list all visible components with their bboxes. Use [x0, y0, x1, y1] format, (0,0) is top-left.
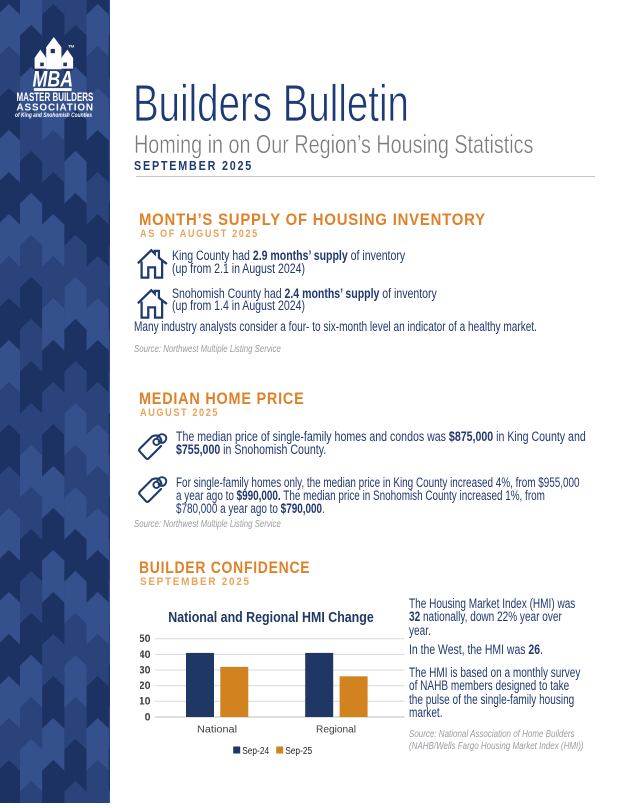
svg-text:Sep-24: Sep-24	[242, 746, 269, 757]
svg-text:30: 30	[140, 664, 151, 676]
svg-text:MBA: MBA	[33, 66, 74, 91]
svg-text:ASSOCIATION: ASSOCIATION	[17, 103, 94, 114]
svg-text:10: 10	[140, 696, 151, 708]
svg-text:50: 50	[140, 633, 151, 645]
svg-text:National: National	[197, 724, 237, 735]
svg-text:40: 40	[140, 649, 151, 661]
svg-text:0: 0	[145, 711, 151, 723]
svg-text:Regional: Regional	[316, 724, 356, 735]
svg-text:National and Regional HMI Chan: National and Regional HMI Change	[168, 610, 374, 626]
svg-text:20: 20	[140, 680, 151, 692]
svg-text:MASTER BUILDERS: MASTER BUILDERS	[17, 90, 94, 104]
svg-text:™: ™	[68, 45, 75, 52]
svg-text:Sep-25: Sep-25	[285, 746, 312, 757]
svg-text:of King and Snohomish Counties: of King and Snohomish Counties	[15, 112, 92, 119]
